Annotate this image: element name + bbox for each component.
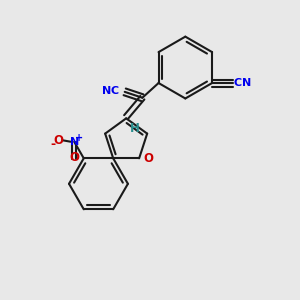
- Text: -: -: [50, 138, 56, 151]
- Text: N: N: [102, 86, 111, 96]
- Text: N: N: [242, 78, 252, 88]
- Text: O: O: [69, 151, 79, 164]
- Text: H: H: [130, 122, 140, 135]
- Text: +: +: [75, 133, 83, 143]
- Text: O: O: [143, 152, 153, 165]
- Text: C: C: [234, 78, 242, 88]
- Text: O: O: [54, 134, 64, 147]
- Text: C: C: [111, 86, 119, 96]
- Text: N: N: [70, 137, 79, 147]
